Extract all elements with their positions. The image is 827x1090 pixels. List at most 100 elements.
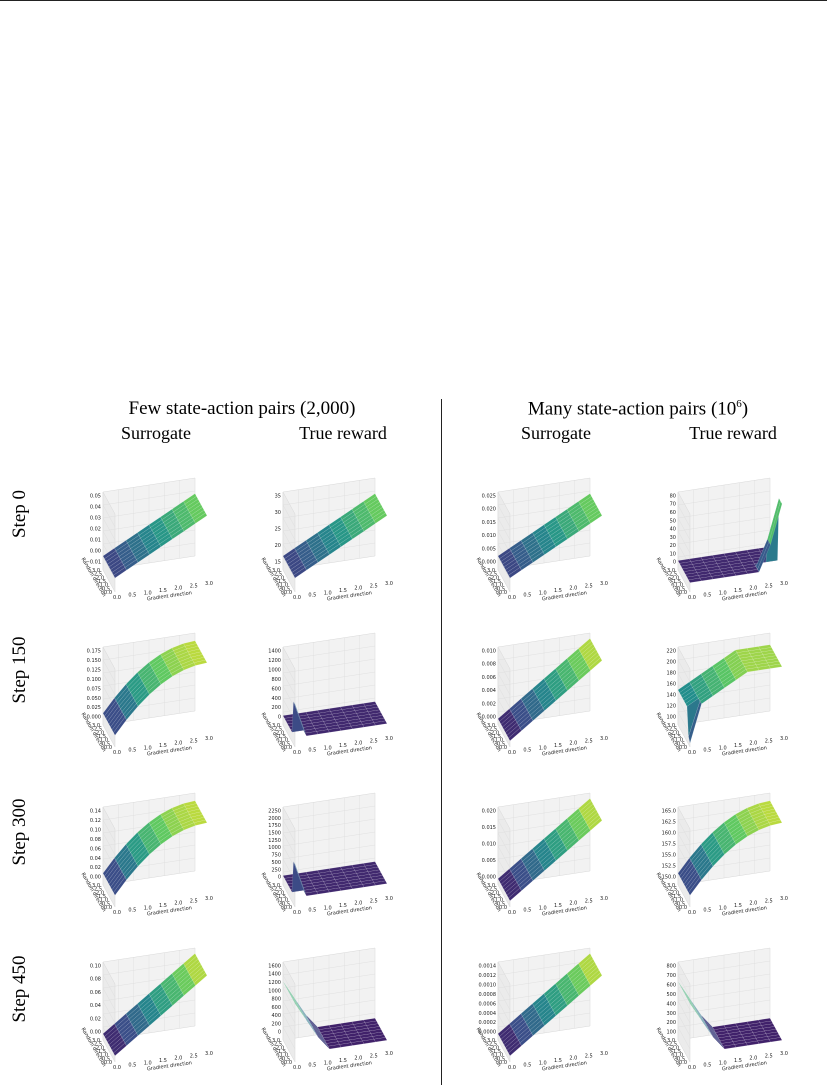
x-tick-label: 1.0	[324, 1060, 332, 1066]
z-tick-label: 1750	[268, 823, 281, 829]
x-tick-label: 0.0	[113, 1065, 121, 1071]
x-tick-label: 1.5	[734, 1058, 742, 1064]
y-tick-label: 1.5	[673, 894, 681, 900]
x-axis-label: Gradient direction	[327, 745, 373, 757]
x-tick-label: 1.5	[159, 1058, 167, 1064]
surface-quad	[193, 972, 208, 986]
grid-line	[677, 517, 691, 541]
x-tick-label: 0.5	[703, 748, 711, 754]
y-tick-label: 0.5	[677, 741, 685, 747]
surface-quad	[767, 817, 781, 823]
y-tick-label: 0.0	[284, 1060, 292, 1066]
x-tick-label: 1.0	[719, 1060, 727, 1066]
grid-line	[497, 845, 511, 869]
surface	[497, 638, 603, 741]
z-tick-label: 0.006	[482, 675, 496, 681]
grid-line	[102, 960, 196, 976]
y-tick-label: 0.5	[102, 901, 110, 907]
grid-line	[102, 659, 116, 683]
column-header-true-reward-right: True reward	[689, 423, 777, 443]
x-axis-label: Gradient direction	[147, 1060, 193, 1072]
z-tick-label: 0.150	[87, 658, 101, 664]
z-tick-label: 160	[666, 682, 676, 688]
y-tick-label: 2.0	[96, 730, 104, 736]
y-tick-label: 0.0	[104, 590, 112, 596]
z-tick-label: 0.015	[482, 825, 496, 831]
x-tick-label: 2.5	[585, 738, 593, 744]
z-tick-label: 0.0012	[479, 973, 497, 979]
grid-line	[282, 659, 296, 683]
surface-quad	[768, 663, 783, 669]
x-tick-label: 3.0	[600, 896, 608, 902]
z-tick-label: 165.0	[662, 808, 676, 814]
grid-line	[497, 685, 511, 709]
y-tick-label: 1.5	[98, 734, 106, 740]
z-tick-label: 0.02	[90, 865, 101, 871]
x-tick-label: 1.5	[159, 903, 167, 909]
y-tick-label: 0.0	[104, 745, 112, 751]
z-tick-label: 0.06	[90, 846, 101, 852]
grid-line	[282, 672, 296, 696]
z-tick-label: 0.0004	[479, 1011, 497, 1017]
z-tick-label: 800	[271, 997, 281, 1003]
grid-line	[677, 530, 691, 554]
surface	[677, 498, 783, 583]
z-tick-label: 40	[670, 527, 676, 533]
grid-line	[282, 1013, 296, 1037]
surface	[102, 640, 208, 736]
y-tick-label: 1.5	[98, 579, 106, 585]
x-tick-label: 1.0	[144, 590, 152, 596]
grid-line	[677, 960, 771, 976]
surface-quad	[193, 512, 208, 524]
grid-line	[677, 1013, 691, 1037]
z-tick-label: 0.025	[87, 705, 101, 711]
z-tick-label: 200	[666, 659, 676, 665]
surface-plot-r1-c3: 100 120 140 160 180 200 220 0.0 0.5 1.0 1.5 2.0 2.5 3…	[640, 625, 790, 775]
x-tick-label: 1.0	[719, 905, 727, 911]
surface	[497, 953, 603, 1056]
x-tick-label: 0.0	[293, 1065, 301, 1071]
grid-line	[102, 987, 116, 1011]
x-tick-label: 2.0	[174, 1056, 182, 1062]
x-tick-label: 1.5	[554, 903, 562, 909]
grid-line	[497, 987, 511, 1011]
x-tick-label: 2.0	[749, 901, 757, 907]
z-tick-label: 30	[670, 535, 676, 541]
y-tick-label: 1.5	[98, 894, 106, 900]
grid-line	[677, 659, 691, 683]
grid-line	[282, 490, 376, 506]
grid-line	[677, 711, 691, 735]
y-tick-label: 3.0	[667, 883, 675, 889]
surface-plot-r2-c1: 0 250 500 750 1000 1250 1500 1750 2000 2250 0.0 0.5…	[245, 785, 395, 935]
surface-quad	[190, 814, 205, 821]
z-tick-label: 0.12	[90, 818, 101, 824]
surface-svg: 0.00000.00020.00040.00060.00080.00100.00…	[475, 947, 608, 1072]
y-tick-label: 2.0	[276, 890, 284, 896]
y-tick-label: 3.0	[272, 1038, 280, 1044]
y-tick-label: 2.5	[94, 887, 102, 893]
grid-line	[497, 504, 511, 528]
grid-line	[102, 1000, 116, 1024]
x-tick-label: 1.0	[324, 905, 332, 911]
y-tick-label: 1.5	[278, 734, 286, 740]
y-tick-label: 2.5	[274, 1042, 282, 1048]
z-tick-label: 0.010	[482, 533, 496, 539]
z-tick-label: 1600	[268, 963, 281, 969]
z-tick-label: 0.08	[90, 977, 101, 983]
surface-plot-r0-c3: 0 10 20 30 40 50 60 70 80 0.0 0.5 1.0 1.5 2.0 2.5 3.0 Gr…	[640, 470, 790, 620]
z-tick-label: 800	[666, 963, 676, 969]
y-tick-label: 0.0	[679, 590, 687, 596]
x-tick-label: 1.5	[554, 743, 562, 749]
x-tick-label: 0.0	[508, 750, 516, 756]
y-tick-label: 1.0	[280, 583, 288, 589]
y-tick-label: 2.0	[96, 890, 104, 896]
y-tick-label: 0.5	[497, 1056, 505, 1062]
x-tick-label: 1.5	[734, 903, 742, 909]
x-tick-label: 2.0	[354, 741, 362, 747]
y-tick-label: 0.0	[499, 905, 507, 911]
y-tick-label: 2.5	[274, 572, 282, 578]
surface	[497, 493, 603, 579]
grid-line	[102, 490, 196, 506]
